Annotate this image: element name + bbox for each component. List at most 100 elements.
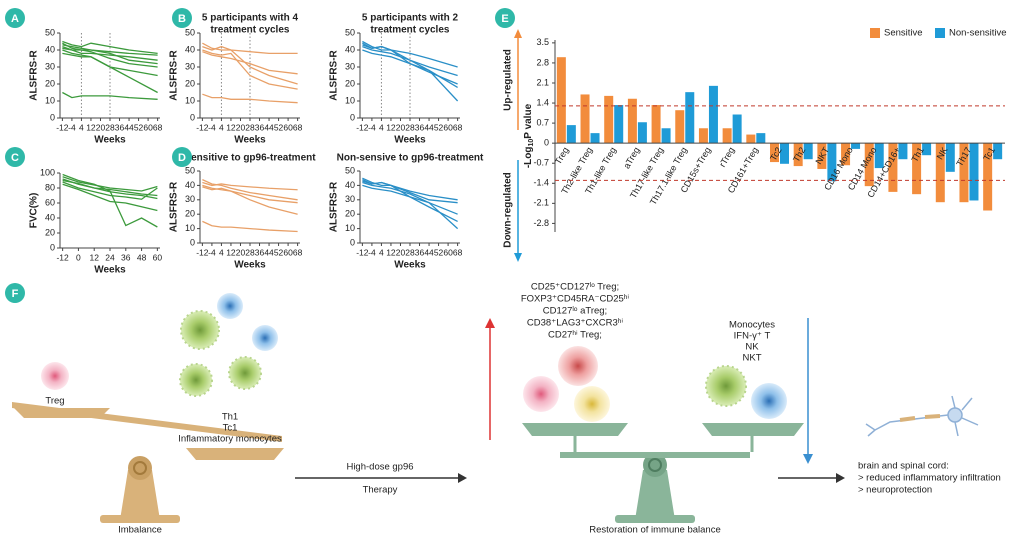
category-label: aTreg bbox=[621, 145, 641, 170]
caption: Imbalance bbox=[118, 525, 162, 536]
x-tick-label: 4 bbox=[379, 122, 384, 132]
y-tick-label: 20 bbox=[345, 209, 355, 219]
y-tick-label: 40 bbox=[345, 44, 355, 54]
bar bbox=[851, 143, 861, 149]
bar bbox=[566, 125, 576, 144]
x-tick-label: 28 bbox=[405, 122, 415, 132]
bar bbox=[898, 143, 908, 160]
x-tick-label: 24 bbox=[105, 252, 115, 262]
y-tick-label: -2.1 bbox=[533, 198, 549, 208]
scale-pivot bbox=[128, 456, 152, 480]
panel-letter: A bbox=[11, 13, 19, 25]
y-tick-label: 40 bbox=[45, 44, 55, 54]
bar bbox=[864, 143, 874, 187]
bar bbox=[935, 143, 945, 203]
panel-badge bbox=[5, 8, 25, 28]
chart-title: Sensitive to gp96-treatment bbox=[184, 153, 316, 164]
x-tick-label: -12 bbox=[56, 252, 69, 262]
scale-pivot bbox=[643, 453, 667, 477]
y-axis-label: ALSFRS-R bbox=[169, 181, 180, 232]
x-tick-label: 4 bbox=[379, 247, 384, 257]
x-tick-label: 52 bbox=[134, 122, 144, 132]
diagram-panel: F Treg Th1 Tc1 Inflammatory monocytes Im… bbox=[5, 282, 1001, 536]
legend-swatch bbox=[870, 28, 880, 38]
scale-base bbox=[615, 515, 695, 523]
treg-cell bbox=[523, 376, 559, 412]
y-tick-label: 20 bbox=[45, 78, 55, 88]
x-tick-label: 36 bbox=[415, 122, 425, 132]
x-tick-label: 60 bbox=[283, 247, 293, 257]
scale-pan-right bbox=[702, 423, 804, 436]
decreased-cell: Monocytes bbox=[729, 320, 775, 331]
legend-label: Non-sensitive bbox=[949, 28, 1007, 39]
caption: Restoration of immune balance bbox=[589, 525, 721, 536]
bar bbox=[922, 143, 932, 156]
bar bbox=[661, 128, 671, 144]
y-axis-label-part: -Log bbox=[523, 146, 534, 168]
x-tick-label: 12 bbox=[386, 247, 396, 257]
x-tick-label: 60 bbox=[283, 122, 293, 132]
y-tick-label: 80 bbox=[45, 182, 55, 192]
bar bbox=[604, 95, 614, 144]
increased-cell: CD25⁺CD127ˡᵒ Treg; bbox=[531, 282, 619, 293]
x-tick-label: 68 bbox=[293, 247, 303, 257]
increased-cell: FOXP3⁺CD45RA⁻CD25ʰⁱ bbox=[521, 294, 630, 305]
y-axis-label: ALSFRS-R bbox=[329, 49, 340, 100]
x-tick-label: 44 bbox=[264, 247, 274, 257]
increased-cell: CD38⁺LAG3⁺CXCR3ʰⁱ bbox=[527, 318, 623, 329]
y-tick-label: 0 bbox=[350, 112, 355, 122]
x-tick-label: 36 bbox=[415, 247, 425, 257]
series-line bbox=[202, 51, 298, 75]
x-tick-label: 52 bbox=[434, 247, 444, 257]
arrow-head bbox=[803, 454, 813, 464]
y-tick-label: -2.8 bbox=[533, 218, 549, 228]
t-cell bbox=[217, 293, 243, 319]
x-tick-label: 68 bbox=[453, 247, 463, 257]
y-tick-label: 40 bbox=[345, 180, 355, 190]
bar bbox=[959, 143, 969, 203]
y-tick-label: 2.1 bbox=[536, 77, 549, 87]
y-tick-label: 10 bbox=[345, 223, 355, 233]
y-tick-label: 10 bbox=[185, 95, 195, 105]
y-tick-label: 20 bbox=[345, 78, 355, 88]
scale-beam bbox=[560, 452, 750, 458]
y-tick-label: 0 bbox=[350, 237, 355, 247]
x-tick-label: 36 bbox=[121, 252, 131, 262]
y-axis-label: ALSFRS-R bbox=[329, 181, 340, 232]
y-tick-label: 20 bbox=[185, 209, 195, 219]
scale-pan-left bbox=[522, 423, 628, 436]
x-tick-label: -12 bbox=[196, 247, 209, 257]
x-tick-label: 52 bbox=[274, 247, 284, 257]
panel-badge bbox=[5, 283, 25, 303]
y-tick-label: 0 bbox=[190, 112, 195, 122]
panel-letter: C bbox=[11, 152, 19, 164]
cell-label: Treg bbox=[45, 396, 64, 407]
t-cell bbox=[751, 383, 787, 419]
bar bbox=[756, 133, 766, 144]
series-line bbox=[202, 93, 298, 104]
x-tick-label: 48 bbox=[137, 252, 147, 262]
x-axis-label: Weeks bbox=[234, 135, 266, 146]
y-tick-label: 50 bbox=[345, 27, 355, 37]
cell-label: Th1 bbox=[222, 412, 238, 423]
bar bbox=[817, 143, 827, 169]
bar bbox=[827, 143, 837, 182]
x-tick-label: 12 bbox=[86, 122, 96, 132]
chart-title: treatment cycles bbox=[371, 25, 450, 36]
series-line bbox=[362, 180, 458, 204]
bar bbox=[675, 110, 685, 144]
series-line bbox=[62, 179, 158, 197]
y-tick-label: -1.4 bbox=[533, 178, 549, 188]
series-line bbox=[62, 176, 158, 192]
series-line bbox=[62, 91, 158, 100]
bar bbox=[722, 128, 732, 144]
y-tick-label: 100 bbox=[40, 167, 55, 177]
monocyte-cell bbox=[228, 356, 262, 390]
panel-badge bbox=[5, 147, 25, 167]
series-line bbox=[62, 183, 158, 212]
x-tick-label: 60 bbox=[143, 122, 153, 132]
y-tick-label: 10 bbox=[185, 223, 195, 233]
arrow-head bbox=[514, 253, 522, 262]
outcome-text: brain and spinal cord: bbox=[858, 461, 949, 472]
arrow-head bbox=[514, 29, 522, 38]
